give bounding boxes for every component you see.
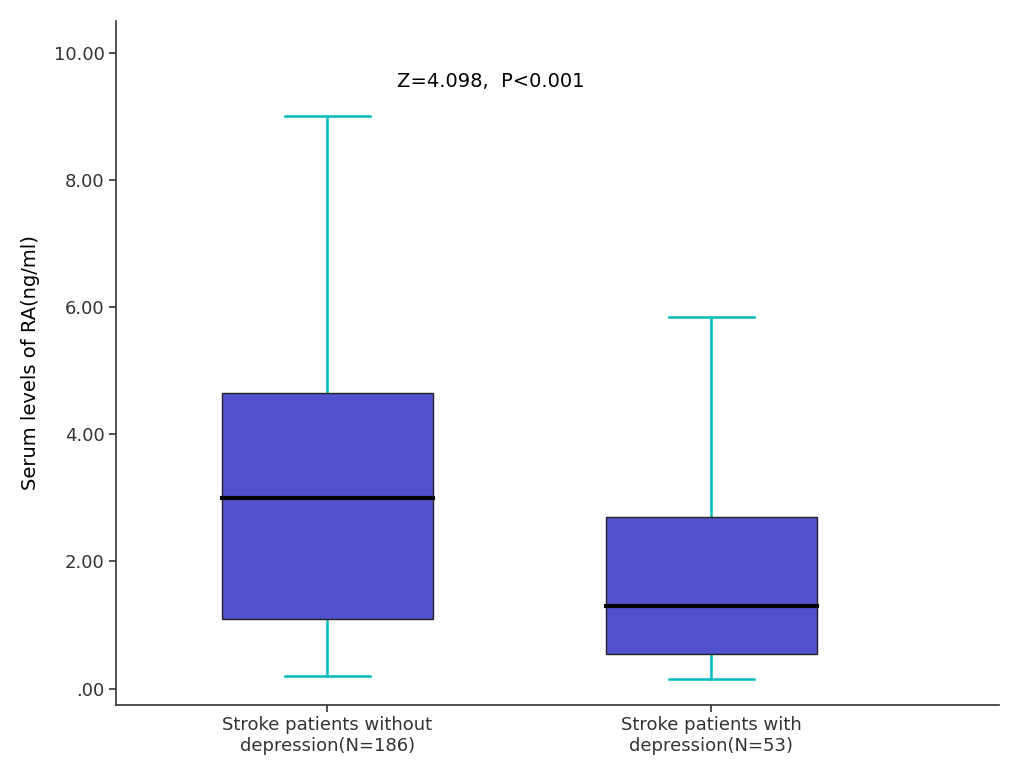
- Y-axis label: Serum levels of RA(ng/ml): Serum levels of RA(ng/ml): [20, 235, 40, 490]
- Text: Z=4.098,  P<0.001: Z=4.098, P<0.001: [396, 71, 584, 91]
- Bar: [222, 393, 433, 618]
- Bar: [605, 517, 816, 653]
